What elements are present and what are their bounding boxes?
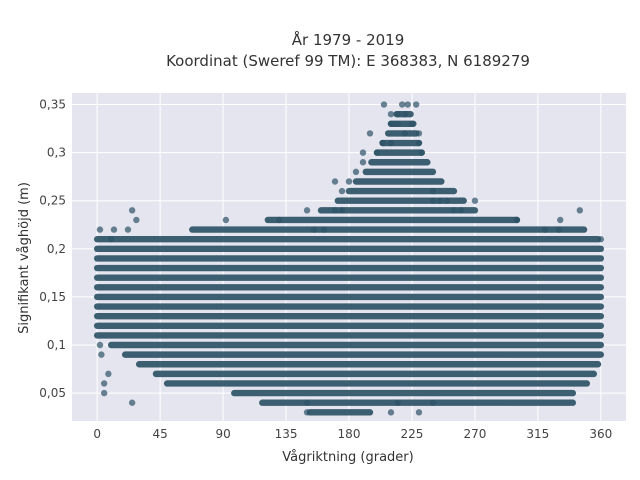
data-point <box>390 120 397 127</box>
data-point <box>345 178 353 185</box>
data-point <box>412 101 420 108</box>
data-point <box>387 110 395 118</box>
x-tick-label: 90 <box>215 427 230 441</box>
data-point <box>331 207 339 214</box>
y-tick-label: 0,35 <box>39 98 66 112</box>
data-point <box>415 139 423 147</box>
data-point <box>133 216 140 224</box>
data-point <box>128 399 136 406</box>
data-point <box>429 187 437 195</box>
data-point <box>124 226 132 233</box>
data-point <box>555 226 563 233</box>
data-point <box>398 101 406 108</box>
data-point <box>387 409 395 416</box>
data-point <box>303 409 311 416</box>
data-point <box>128 207 136 214</box>
data-point <box>557 216 564 224</box>
data-point <box>338 187 346 195</box>
data-point <box>98 351 105 358</box>
x-tick-label: 180 <box>338 427 361 441</box>
data-point <box>404 101 411 108</box>
data-point <box>429 399 437 406</box>
data-point <box>338 207 346 214</box>
y-tick-label: 0,1 <box>47 338 66 352</box>
data-point <box>401 110 409 118</box>
data-point <box>541 226 549 233</box>
data-point <box>359 149 367 156</box>
data-point <box>379 139 386 147</box>
x-tick-label: 270 <box>463 427 486 441</box>
x-tick-label: 360 <box>589 427 612 441</box>
data-point <box>107 236 115 243</box>
data-point <box>457 207 465 214</box>
data-point <box>443 197 451 204</box>
data-point <box>303 207 311 214</box>
data-point <box>303 399 311 406</box>
data-point <box>320 226 328 233</box>
data-point <box>415 409 423 416</box>
x-tick-label: 0 <box>93 427 101 441</box>
data-point <box>222 216 230 224</box>
data-point <box>366 130 374 137</box>
data-point <box>576 207 584 214</box>
data-point <box>597 236 605 243</box>
data-point <box>110 226 118 233</box>
data-point <box>429 197 437 204</box>
y-tick-label: 0,2 <box>47 242 66 256</box>
y-tick-labels: 0,05 0,1 0,15 0,2 0,25 0,3 0,35 <box>39 98 66 401</box>
x-axis-title: Vågriktning (grader) <box>282 450 413 465</box>
data-point <box>352 168 360 176</box>
data-points <box>93 101 605 416</box>
data-point <box>100 389 108 397</box>
data-point <box>105 370 112 378</box>
data-point <box>394 399 402 406</box>
data-point <box>415 130 423 137</box>
data-point <box>513 216 521 224</box>
y-tick-label: 0,15 <box>39 290 66 304</box>
data-point <box>401 130 409 137</box>
x-tick-label: 45 <box>152 427 167 441</box>
data-point <box>359 159 367 166</box>
data-point <box>394 110 402 118</box>
data-point <box>373 149 381 156</box>
y-axis-title: Signifikant våghöjd (m) <box>17 182 32 334</box>
chart-title-line-1: År 1979 - 2019 <box>292 30 405 49</box>
data-point <box>100 380 108 387</box>
data-point <box>418 149 425 156</box>
data-point <box>450 207 458 214</box>
data-point <box>387 139 395 147</box>
data-point <box>310 226 318 233</box>
x-tick-label: 315 <box>526 427 549 441</box>
y-tick-label: 0,25 <box>39 194 66 208</box>
data-point <box>408 120 416 127</box>
data-point <box>471 197 479 204</box>
data-point <box>96 226 104 233</box>
x-tick-label: 225 <box>401 427 424 441</box>
data-point <box>96 341 104 349</box>
data-point <box>275 216 283 224</box>
chart-title-line-2: Koordinat (Sweref 99 TM): E 368383, N 61… <box>166 52 530 70</box>
x-tick-labels: 0 45 90 135 180 225 270 315 360 <box>93 427 612 441</box>
data-point <box>331 178 339 185</box>
data-point <box>380 101 388 108</box>
y-tick-label: 0,3 <box>47 146 66 160</box>
data-point <box>436 197 444 204</box>
y-tick-label: 0,05 <box>39 386 66 400</box>
x-tick-label: 135 <box>275 427 298 441</box>
